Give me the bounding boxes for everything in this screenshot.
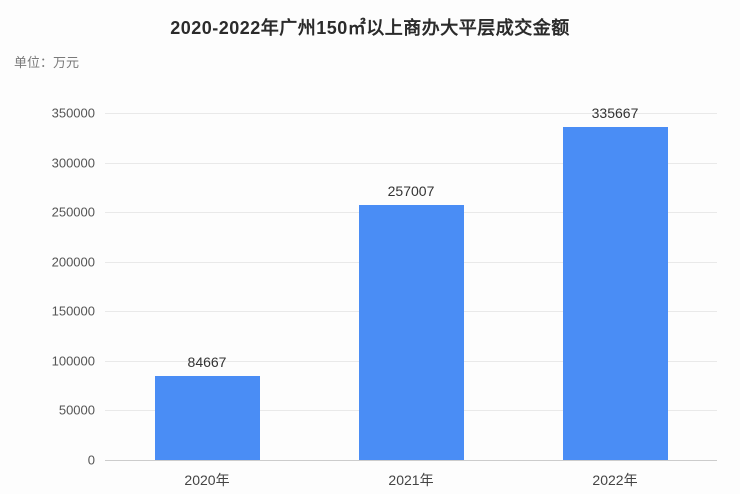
y-tick-label: 200000 [51, 254, 95, 270]
x-axis-line [105, 460, 717, 461]
y-tick-label: 100000 [51, 353, 95, 369]
x-tick-label: 2022年 [592, 472, 638, 488]
x-tick-label: 2021年 [388, 472, 434, 488]
chart-title: 2020-2022年广州150㎡以上商办大平层成交金额 [170, 18, 570, 38]
bar-2022年 [562, 127, 668, 460]
y-tick-label: 250000 [51, 204, 95, 220]
bar-value-label: 257007 [387, 183, 435, 200]
y-tick-label: 50000 [58, 402, 95, 418]
gridline [105, 162, 717, 164]
y-tick-label: 150000 [51, 303, 95, 319]
bar-value-label: 84667 [187, 354, 227, 371]
bar-2020年 [154, 376, 260, 460]
y-tick-label: 350000 [51, 105, 95, 121]
x-tick-label: 2020年 [184, 472, 230, 488]
bar-2021年 [358, 205, 464, 460]
unit-label: 单位：万元 [14, 55, 80, 70]
bar-value-label: 335667 [591, 105, 639, 122]
gridline [105, 113, 717, 114]
y-tick-label: 0 [87, 452, 95, 468]
y-tick-label: 300000 [51, 155, 95, 171]
